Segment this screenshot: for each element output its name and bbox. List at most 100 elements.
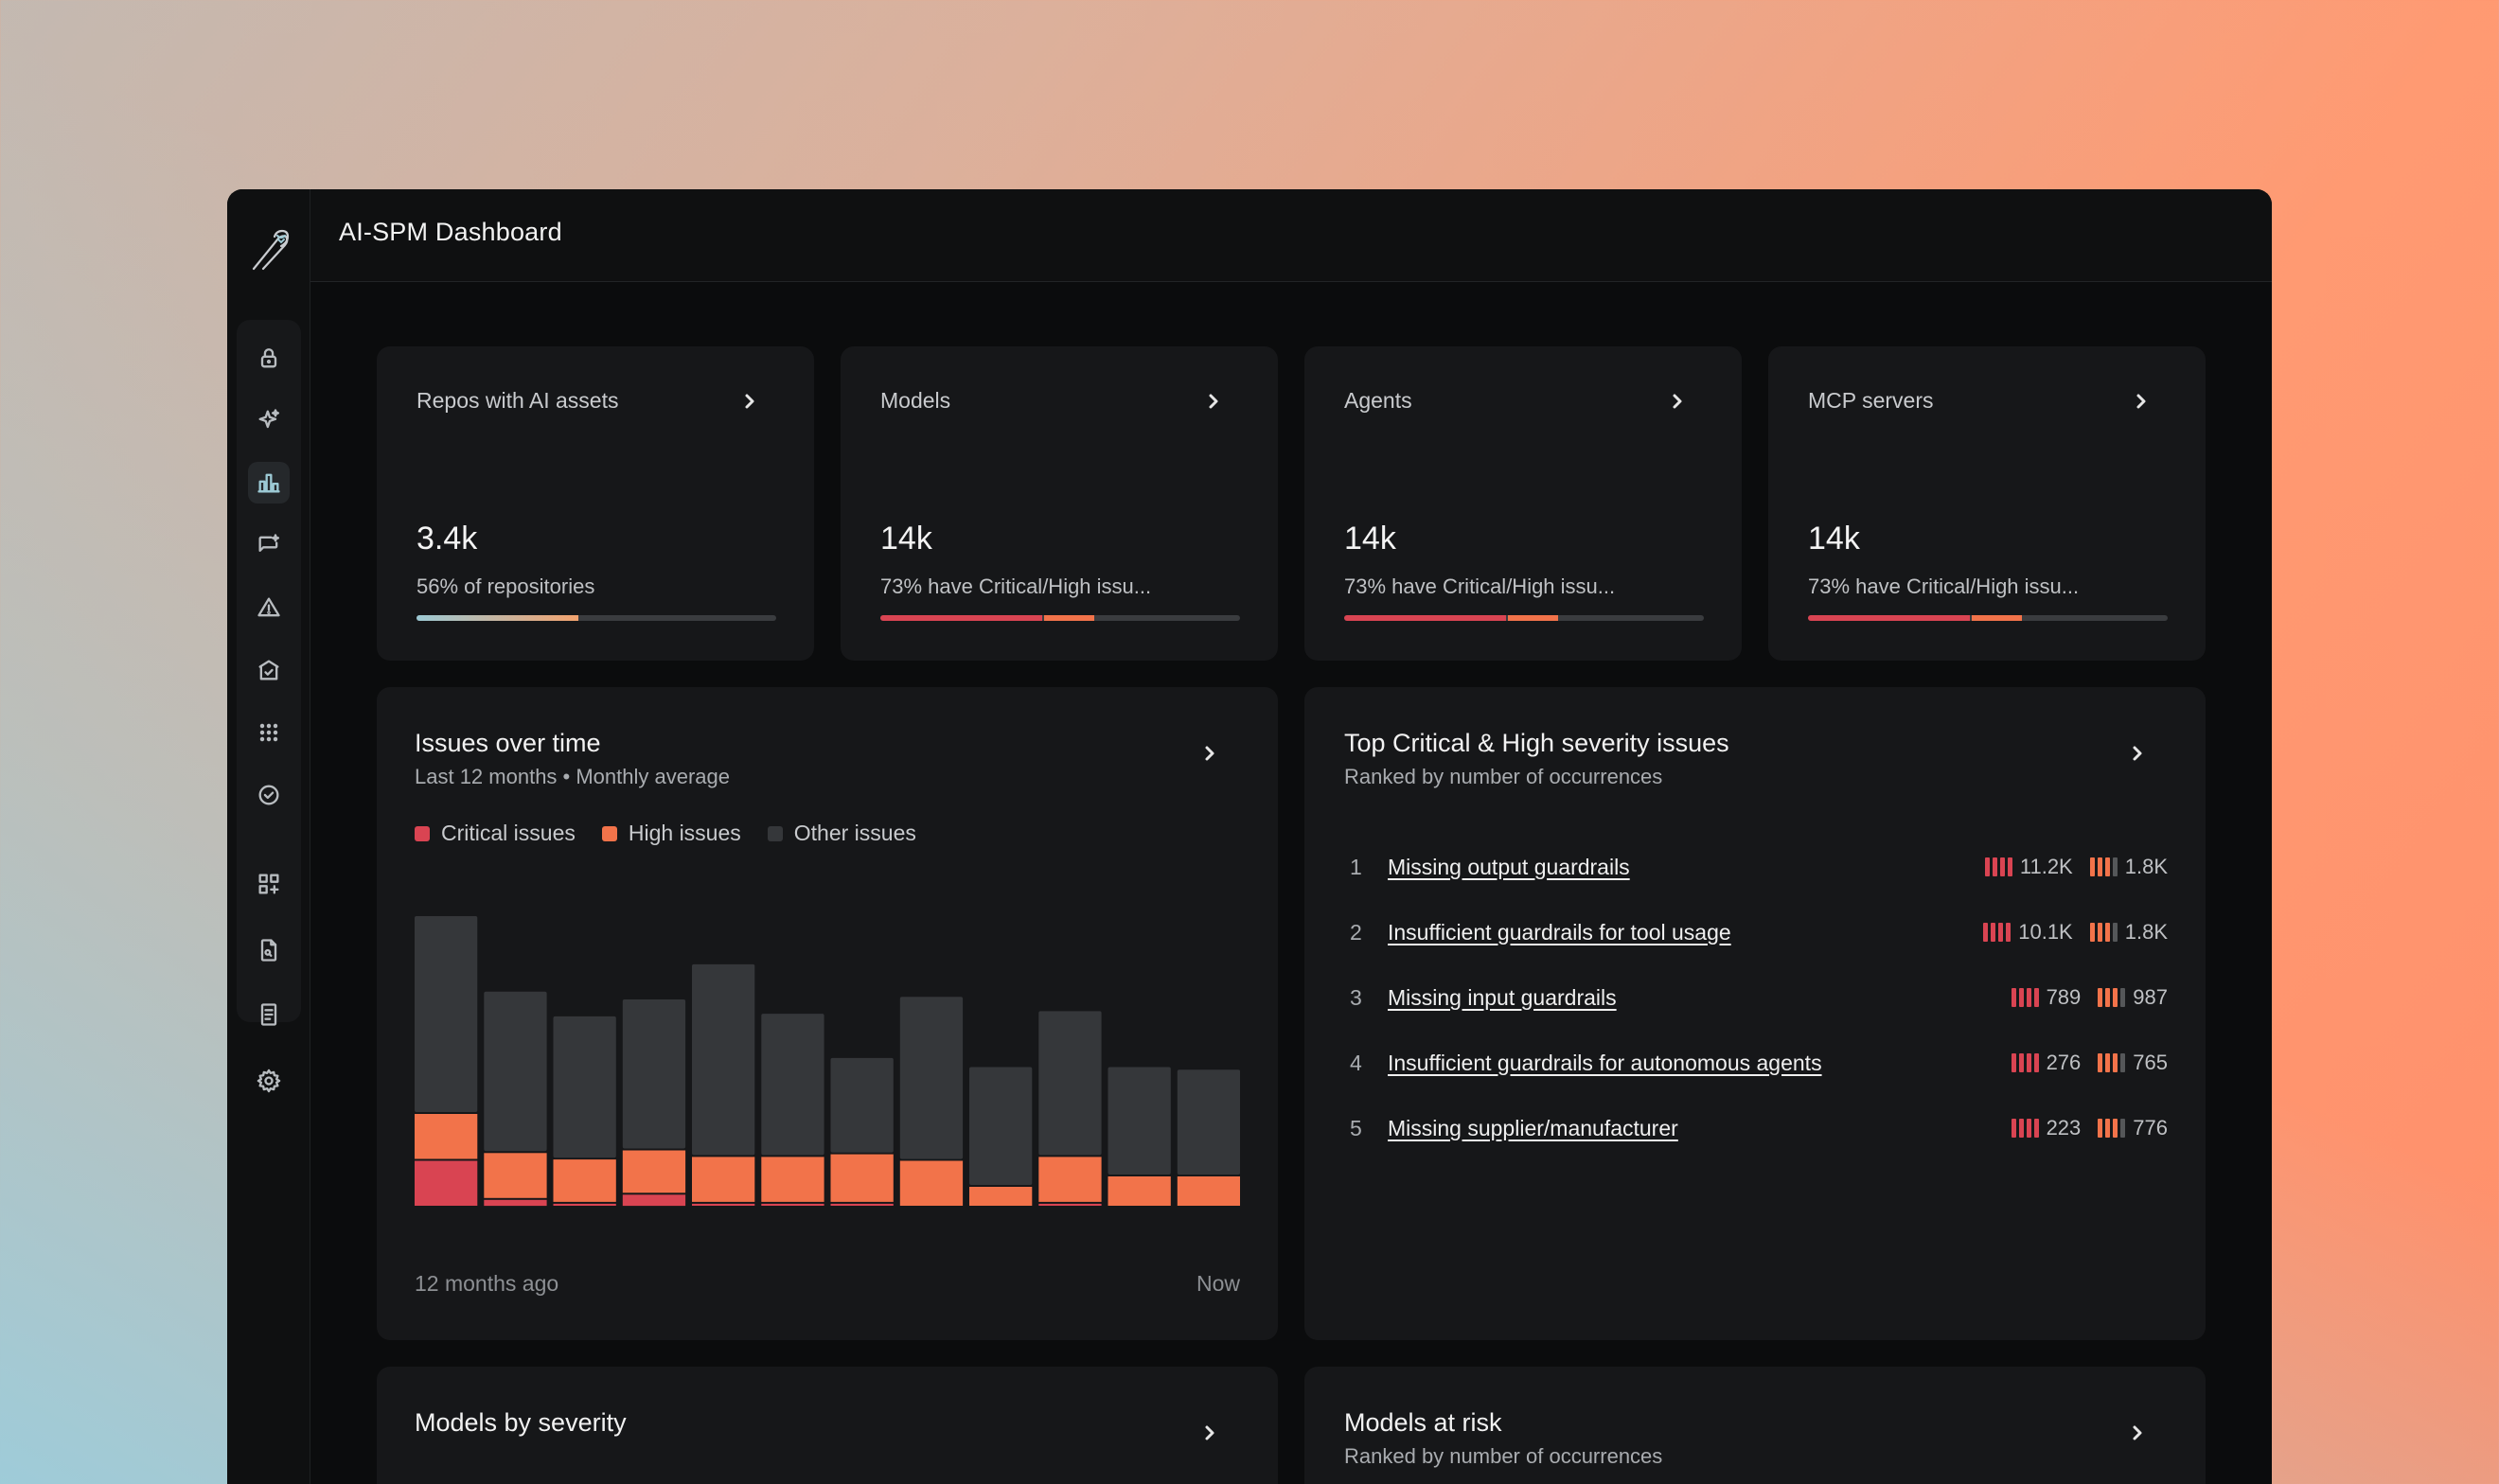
sparkle-icon[interactable] [248, 399, 290, 441]
building-check-icon[interactable] [248, 649, 290, 691]
high-bar-segment[interactable] [1177, 1176, 1240, 1206]
high-bar-segment[interactable] [830, 1154, 894, 1202]
apps-add-icon[interactable] [248, 863, 290, 905]
progress-segment [1044, 615, 1095, 621]
critical-bar-segment[interactable] [415, 1160, 478, 1207]
stat-card[interactable]: Agents 14k 73% have Critical/High issu..… [1304, 346, 1742, 661]
high-severity-icon [2089, 857, 2118, 876]
check-circle-icon[interactable] [248, 774, 290, 816]
high-bar-segment[interactable] [415, 1114, 478, 1159]
chevron-right-icon[interactable] [1204, 392, 1223, 411]
panel-title: Models by severity [415, 1408, 627, 1437]
stat-card[interactable]: Repos with AI assets 3.4k 56% of reposit… [377, 346, 814, 661]
issue-row: 1 Missing output guardrails 11.2K 1.8K [1342, 848, 2168, 886]
progress-segment [1508, 615, 1559, 621]
legend-swatch-high [601, 825, 617, 841]
critical-bar-segment[interactable] [830, 1203, 894, 1206]
panel-subtitle: Ranked by number of occurrences [1344, 765, 1663, 788]
grid-dots-icon[interactable] [248, 712, 290, 753]
stat-subtext: 73% have Critical/High issu... [880, 574, 1152, 598]
other-bar-segment[interactable] [899, 997, 964, 1159]
other-bar-segment[interactable] [622, 999, 686, 1149]
document-list-icon[interactable] [248, 994, 290, 1035]
high-count: 1.8K [2089, 855, 2168, 879]
critical-bar-segment[interactable] [1038, 1203, 1102, 1206]
high-bar-segment[interactable] [692, 1157, 755, 1202]
chevron-right-icon[interactable] [1668, 392, 1687, 411]
high-bar-segment[interactable] [484, 1153, 547, 1198]
critical-bar-segment[interactable] [553, 1203, 616, 1206]
legend-high: High issues [601, 821, 741, 846]
stat-card[interactable]: Models 14k 73% have Critical/High issu..… [841, 346, 1278, 661]
stat-card[interactable]: MCP servers 14k 73% have Critical/High i… [1768, 346, 2206, 661]
other-bar-segment[interactable] [692, 963, 755, 1156]
high-bar-segment[interactable] [622, 1150, 686, 1193]
legend-label: Critical issues [441, 821, 576, 845]
issue-row: 4 Insufficient guardrails for autonomous… [1342, 1044, 2168, 1082]
stat-value: 14k [1808, 521, 1860, 556]
high-count-value: 987 [2133, 985, 2168, 1009]
high-bar-segment[interactable] [899, 1160, 964, 1207]
critical-bar-segment[interactable] [692, 1203, 755, 1206]
chevron-right-icon[interactable] [2128, 1423, 2147, 1442]
high-severity-icon [2089, 923, 2118, 942]
chat-sparkle-icon[interactable] [248, 524, 290, 566]
high-severity-icon [2098, 1119, 2126, 1138]
panel-subtitle: Ranked by number of occurrences [1344, 1444, 1663, 1468]
other-bar-segment[interactable] [484, 991, 547, 1152]
issue-row: 2 Insufficient guardrails for tool usage… [1342, 913, 2168, 951]
critical-bar-segment[interactable] [761, 1203, 824, 1206]
progress-segment [416, 615, 578, 621]
critical-severity-icon [2011, 1053, 2039, 1072]
high-bar-segment[interactable] [969, 1187, 1033, 1206]
chevron-right-icon[interactable] [740, 392, 759, 411]
other-bar-segment[interactable] [761, 1014, 824, 1156]
critical-bar-segment[interactable] [484, 1199, 547, 1207]
legend-critical: Critical issues [415, 821, 576, 846]
top-bar: AI-SPM Dashboard [310, 189, 2272, 282]
high-bar-segment[interactable] [1108, 1176, 1171, 1206]
other-bar-segment[interactable] [1038, 1011, 1102, 1156]
chevron-right-icon[interactable] [1200, 744, 1219, 763]
high-bar-segment[interactable] [553, 1159, 616, 1202]
stat-progress-bar [416, 615, 776, 621]
other-bar-segment[interactable] [1108, 1067, 1171, 1175]
panel-title: Issues over time [415, 729, 601, 757]
issue-link[interactable]: Insufficient guardrails for tool usage [1388, 919, 1731, 945]
other-bar-segment[interactable] [830, 1057, 894, 1153]
other-bar-segment[interactable] [1177, 1069, 1240, 1175]
issue-rank: 3 [1350, 984, 1362, 1010]
lock-icon[interactable] [248, 337, 290, 379]
high-bar-segment[interactable] [1038, 1157, 1102, 1202]
high-severity-icon [2098, 988, 2126, 1007]
stat-subtext: 73% have Critical/High issu... [1808, 574, 2080, 598]
chevron-right-icon[interactable] [2132, 392, 2151, 411]
other-bar-segment[interactable] [415, 916, 478, 1112]
models-by-severity-card: Models by severity [377, 1367, 1278, 1484]
owl-logo-icon[interactable] [250, 227, 290, 273]
other-bar-segment[interactable] [969, 1067, 1033, 1186]
high-count: 776 [2098, 1116, 2168, 1140]
critical-count-value: 276 [2046, 1051, 2082, 1074]
issue-link[interactable]: Missing supplier/manufacturer [1388, 1115, 1678, 1140]
legend-other: Other issues [767, 821, 916, 846]
critical-bar-segment[interactable] [622, 1194, 686, 1207]
gear-icon[interactable] [248, 1060, 290, 1102]
page-title: AI-SPM Dashboard [339, 218, 562, 246]
issue-link[interactable]: Missing output guardrails [1388, 854, 1630, 879]
issue-row: 5 Missing supplier/manufacturer 223 776 [1342, 1109, 2168, 1147]
warning-icon[interactable] [248, 587, 290, 628]
chevron-right-icon[interactable] [1200, 1423, 1219, 1442]
high-bar-segment[interactable] [761, 1157, 824, 1202]
issue-link[interactable]: Missing input guardrails [1388, 984, 1617, 1010]
other-bar-segment[interactable] [553, 1016, 616, 1158]
panel-title: Models at risk [1344, 1408, 1502, 1437]
bar-chart-icon[interactable] [248, 462, 290, 504]
issue-link[interactable]: Insufficient guardrails for autonomous a… [1388, 1050, 1822, 1075]
high-count-value: 1.8K [2124, 855, 2168, 878]
file-search-icon[interactable] [248, 929, 290, 971]
critical-count: 10.1K [1983, 920, 2073, 945]
stat-progress-bar [1808, 615, 2168, 621]
top-issues-card: Top Critical & High severity issues Rank… [1304, 687, 2206, 1340]
chevron-right-icon[interactable] [2128, 744, 2147, 763]
